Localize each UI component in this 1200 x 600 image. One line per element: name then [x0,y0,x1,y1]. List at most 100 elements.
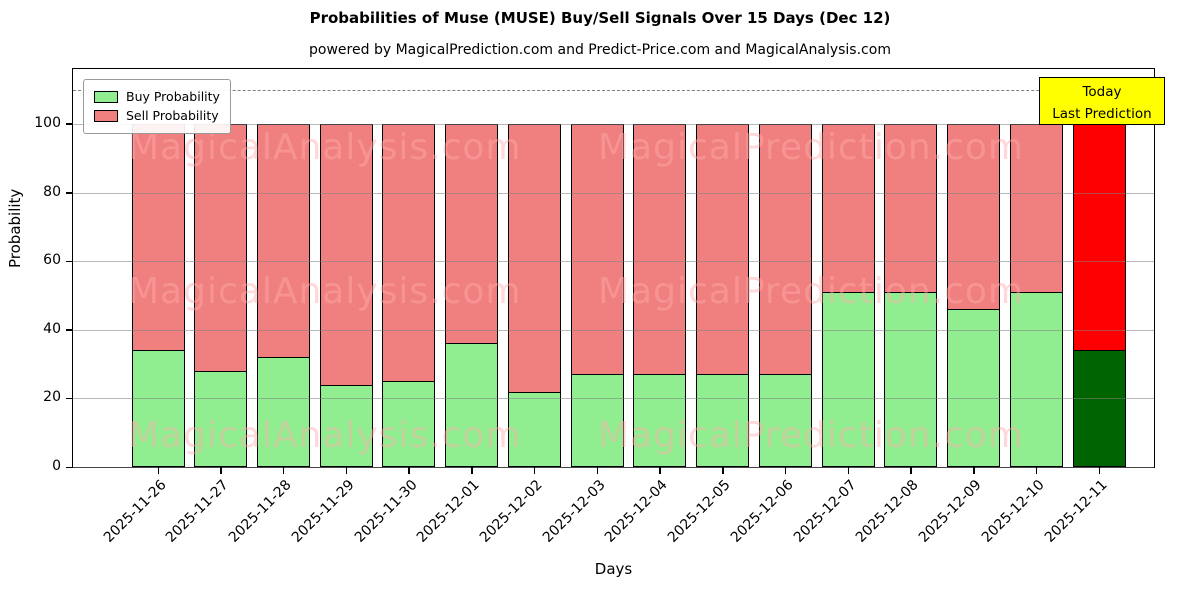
bar-sell-segment [1009,123,1063,294]
watermark-text: MagicalAnalysis.com [128,127,522,168]
grid-line [73,192,1154,194]
bar-buy-segment [1072,350,1126,467]
x-tick-label: 2025-11-27 [163,477,233,546]
y-tick-label: 20 [43,389,61,406]
x-tick-label: 2025-12-02 [476,477,546,546]
y-tick-label: 40 [43,320,61,337]
today-annotation-line1: Today [1082,84,1122,100]
bar-sell-segment [507,123,561,393]
x-tick-label: 2025-11-29 [288,477,358,546]
x-tick-mark [910,467,912,474]
bar-buy-segment [131,350,185,467]
threshold-dashed-line [73,89,1154,91]
y-tick-mark [66,192,73,194]
y-tick-label: 60 [43,252,61,269]
axis-decor-layer: 0 20 40 60 80 100 2025-11-26 2025-11-27 2025-11-… [34,69,1154,546]
legend: Buy Probability Sell Probability [83,79,231,134]
bar-sell-segment [131,123,185,352]
bar-buy-segment [570,374,624,467]
grid-line [73,467,1154,468]
chart-subtitle: powered by MagicalPrediction.com and Pre… [309,42,891,58]
x-tick-mark [847,467,850,474]
bar-sell-segment [445,123,499,345]
x-tick-mark [533,467,536,474]
bar-sell-segment [1072,123,1126,352]
x-tick-label: 2025-11-26 [100,477,170,546]
bar-sell-segment [633,123,687,376]
bar-sell-segment [821,123,875,294]
x-tick-label: 2025-12-09 [915,477,985,546]
bar-sell-segment [319,123,373,386]
bar-buy-segment [507,391,561,467]
x-tick-label: 2025-12-08 [853,477,923,546]
x-tick-label: 2025-12-01 [414,477,483,546]
x-tick-mark [1098,467,1100,474]
watermark-text: MagicalPrediction.com [598,271,1024,312]
y-tick-label: 0 [52,458,61,474]
y-tick-mark [66,260,73,263]
bar-buy-segment [1009,292,1063,467]
watermark-text: MagicalPrediction.com [598,127,1024,168]
bar-sell-segment [696,123,750,376]
sell-probability-swatch [94,110,118,123]
bar-sell-segment [947,123,1001,311]
x-tick-mark [973,467,975,474]
x-tick-label: 2025-11-30 [351,477,421,546]
bar-buy-segment [194,370,248,467]
x-tick-label: 2025-12-05 [665,477,734,546]
x-tick-label: 2025-12-04 [602,477,672,546]
y-tick-label: 80 [43,183,61,200]
bar-sell-segment [758,123,812,376]
x-tick-mark [784,467,787,474]
x-tick-label: 2025-12-06 [727,477,797,546]
x-tick-mark [471,467,473,474]
bar-buy-segment [445,343,499,467]
x-tick-label: 2025-12-07 [790,477,860,546]
y-tick-label: 100 [34,114,61,131]
legend-sell-label: Sell Probability [126,108,219,124]
bar-sell-segment [884,123,938,294]
x-tick-label: 2025-12-11 [1041,477,1111,546]
x-tick-mark [596,467,599,474]
x-tick-mark [408,467,410,474]
x-tick-mark [659,467,661,474]
x-tick-mark [282,467,285,474]
y-tick-mark [66,466,73,468]
bar-sell-segment [256,123,310,359]
today-annotation-box: Today Last Prediction [1039,77,1165,125]
watermark-layer: MagicalAnalysis.com MagicalPrediction.com… [73,69,1154,467]
y-tick-mark [66,123,73,125]
today-annotation-line2: Last Prediction [1052,106,1152,123]
x-axis-label: Days [594,560,633,578]
y-tick-mark [66,397,73,400]
watermark-text: MagicalAnalysis.com [128,415,522,456]
x-tick-label: 2025-11-28 [225,477,295,546]
bar-buy-segment [256,357,310,467]
gridlines-layer [73,69,1154,468]
x-tick-mark [345,467,348,474]
buy-probability-swatch [94,90,118,103]
x-tick-mark [722,467,724,474]
legend-item-sell: Sell Probability [94,106,220,125]
watermark-text: MagicalAnalysis.com [128,271,522,312]
grid-line [73,398,1154,400]
legend-buy-label: Buy Probability [126,89,220,104]
plot-area: MagicalAnalysis.com MagicalPrediction.com… [34,68,1165,546]
y-tick-mark [66,329,73,331]
x-tick-mark [157,467,159,474]
bar-buy-segment [884,292,938,467]
grid-line [73,123,1154,125]
grid-line [73,329,1154,331]
x-tick-mark [220,467,222,474]
x-tick-label: 2025-12-03 [539,477,609,546]
x-tick-mark [1035,467,1038,474]
bar-buy-segment [947,309,1001,467]
legend-item-buy: Buy Probability [94,87,220,106]
bar-buy-segment [758,374,812,467]
bar-buy-segment [696,374,750,467]
x-tick-label: 2025-12-10 [978,477,1048,546]
bar-sell-segment [382,123,436,383]
bar-buy-segment [821,292,875,467]
chart-title: Probabilities of Muse (MUSE) Buy/Sell Si… [309,9,891,27]
watermark-text: MagicalPrediction.com [598,415,1024,456]
